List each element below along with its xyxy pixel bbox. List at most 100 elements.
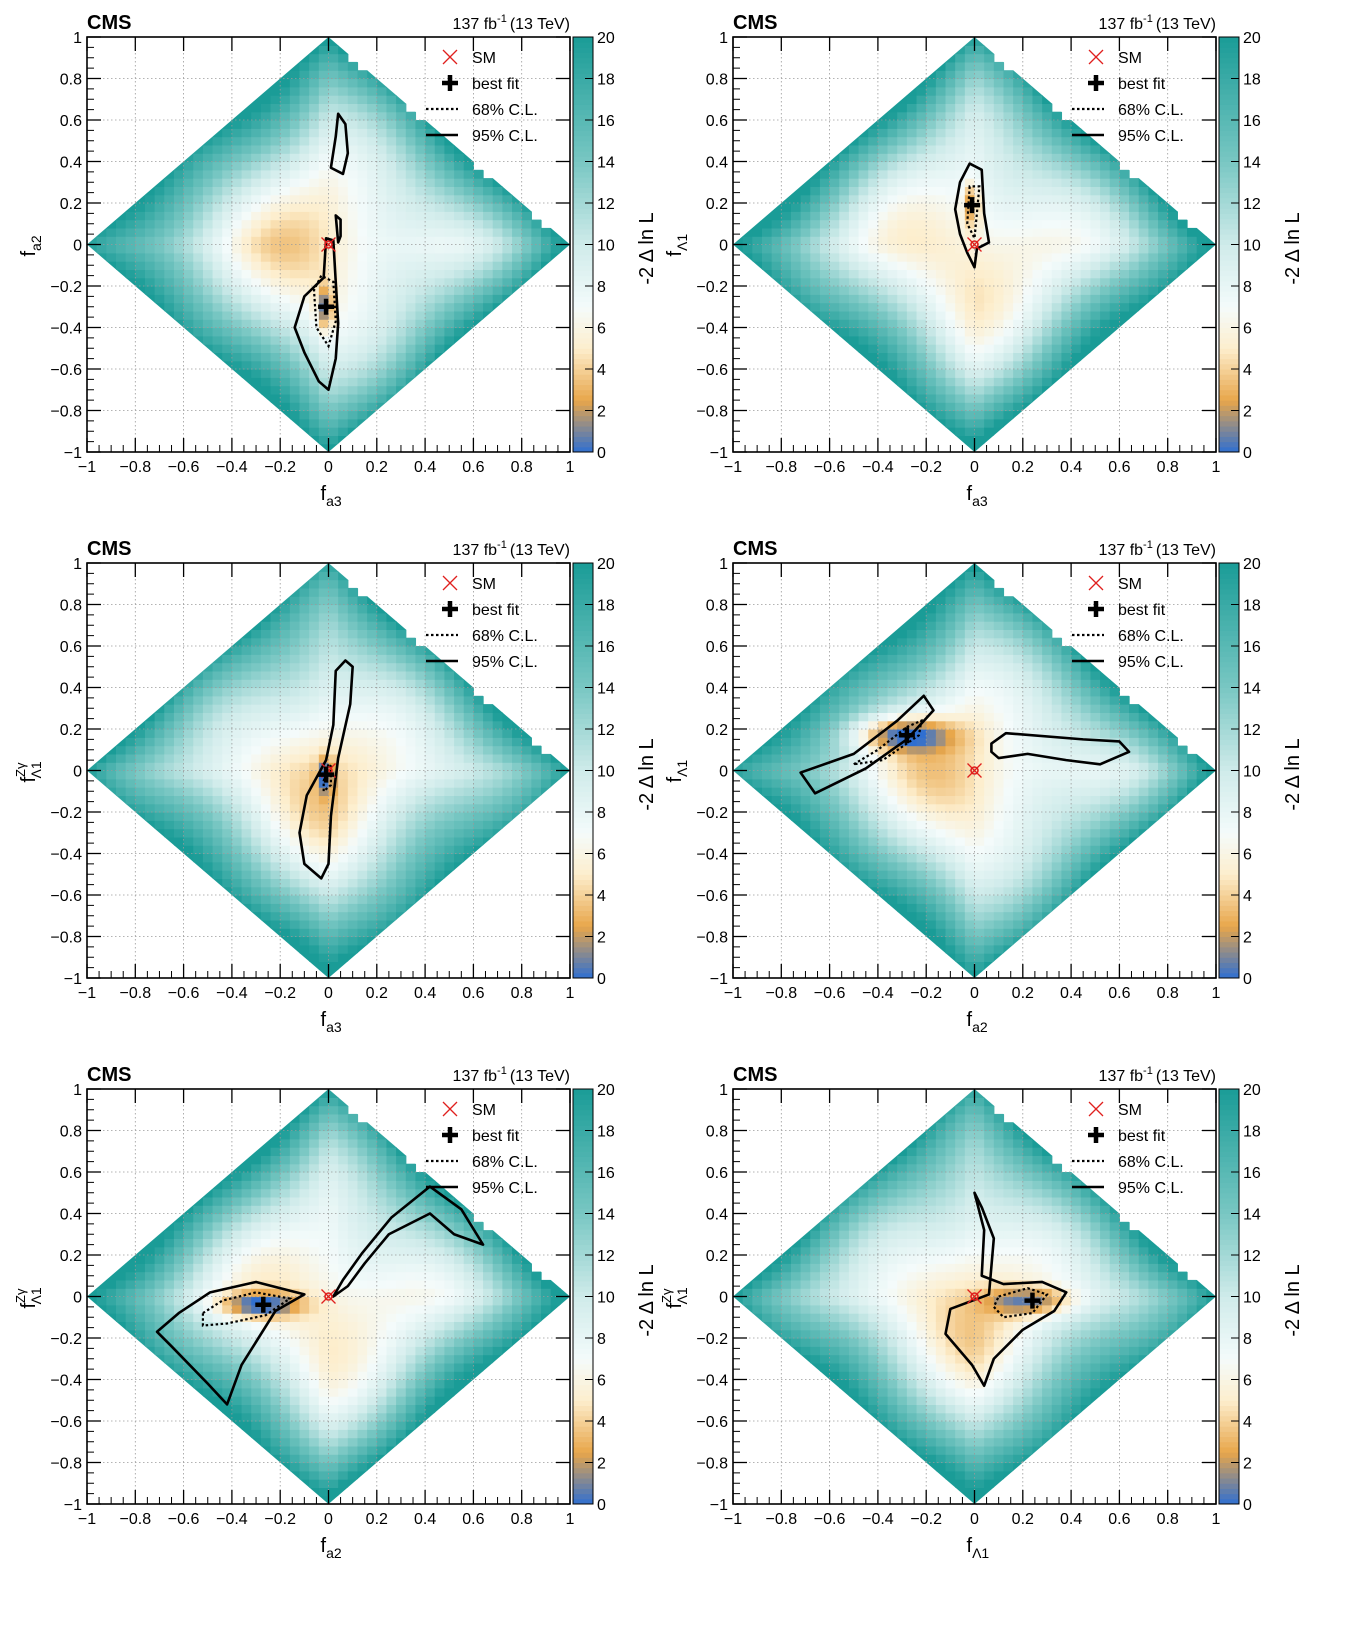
heatmap-cell — [212, 845, 223, 855]
heatmap-cell — [386, 919, 397, 929]
heatmap-cell — [396, 277, 407, 287]
heatmap-cell — [877, 853, 889, 863]
heatmap-cell — [318, 737, 330, 747]
heatmap-cell — [222, 745, 233, 755]
heatmap-cell — [993, 294, 1005, 304]
heatmap-cell — [222, 720, 233, 730]
heatmap-cell — [299, 136, 310, 146]
colorbar-segment — [573, 588, 593, 595]
heatmap-cell — [935, 161, 947, 171]
heatmap-cell — [251, 787, 262, 796]
heatmap-cell — [222, 186, 233, 196]
heatmap-cell — [376, 878, 388, 888]
heatmap-cell — [839, 236, 850, 246]
heatmap-cell — [328, 961, 339, 971]
heatmap-cell — [906, 327, 918, 337]
heatmap-cell — [173, 787, 185, 796]
heatmap-cell — [935, 211, 947, 221]
heatmap-cell — [212, 236, 223, 246]
heatmap-cell — [1129, 286, 1140, 295]
heatmap-cell — [1071, 261, 1082, 270]
heatmap-cell — [848, 787, 860, 796]
heatmap-cell — [463, 286, 474, 295]
heatmap-cell — [877, 327, 889, 337]
legend-label: 68% C.L. — [1118, 102, 1184, 119]
heatmap-cell — [839, 211, 850, 221]
heatmap-cell — [309, 729, 320, 738]
heatmap-cell — [251, 845, 262, 855]
heatmap-cell — [318, 679, 330, 689]
colorbar-segment — [1219, 73, 1239, 79]
heatmap-cell — [425, 236, 436, 246]
heatmap-cell — [1090, 294, 1101, 304]
colorbar-segment — [573, 697, 593, 704]
heatmap-cell — [347, 393, 359, 403]
legend-label: 95% C.L. — [1118, 128, 1184, 145]
heatmap-cell — [839, 770, 850, 780]
heatmap-cell — [454, 828, 465, 838]
colorbar-segment — [1219, 353, 1239, 360]
heatmap-cell — [1061, 360, 1072, 370]
x-tick-label: 0.2 — [1012, 459, 1034, 476]
heatmap-cell — [173, 737, 185, 747]
heatmap-cell — [425, 310, 436, 320]
heatmap-cell — [897, 302, 908, 312]
heatmap-cell — [270, 820, 281, 830]
heatmap-cell — [502, 720, 513, 730]
heatmap-cell — [1042, 327, 1053, 337]
x-tick-label: 1 — [1212, 459, 1221, 476]
heatmap-cell — [106, 778, 117, 788]
heatmap-cell — [270, 385, 281, 395]
colorbar-segment — [1219, 286, 1239, 292]
heatmap-cell — [829, 302, 840, 312]
heatmap-cell — [144, 211, 156, 221]
heatmap-cell — [1042, 261, 1053, 270]
heatmap-cell — [935, 402, 947, 412]
heatmap-cell — [270, 86, 281, 96]
heatmap-cell — [916, 402, 927, 412]
heatmap-cell — [1080, 169, 1092, 179]
heatmap-cell — [270, 261, 281, 270]
heatmap-cell — [819, 252, 831, 262]
heatmap-cell — [463, 704, 474, 713]
heatmap-cell — [405, 136, 417, 146]
heatmap-cell — [154, 186, 165, 196]
heatmap-cell — [1100, 178, 1111, 187]
heatmap-cell — [289, 911, 301, 921]
colorbar-tick-label: 0 — [597, 971, 606, 988]
heatmap-cell — [328, 227, 339, 237]
heatmap-cell — [347, 269, 359, 279]
heatmap-cell — [1109, 286, 1120, 295]
heatmap-cell — [492, 178, 503, 187]
heatmap-cell — [819, 720, 831, 730]
heatmap-cell — [521, 803, 532, 813]
lumi-energy: (13 TeV) — [510, 542, 570, 559]
heatmap-cell — [289, 302, 301, 312]
heatmap-cell — [483, 712, 494, 722]
x-tick-label: −0.6 — [168, 459, 200, 476]
heatmap-cell — [222, 712, 233, 722]
heatmap-cell — [386, 612, 397, 622]
heatmap-cell — [405, 828, 417, 838]
colorbar-segment — [573, 389, 593, 396]
heatmap-cell — [415, 352, 426, 362]
heatmap-cell — [434, 762, 446, 772]
heatmap-cell — [299, 286, 310, 295]
heatmap-cell — [483, 252, 494, 262]
heatmap-cell — [492, 820, 503, 830]
heatmap-cell — [318, 136, 330, 146]
heatmap-cell — [202, 277, 214, 287]
heatmap-cell — [357, 903, 368, 913]
heatmap-cell — [193, 286, 204, 295]
heatmap-cell — [492, 236, 503, 246]
heatmap-cell — [280, 261, 291, 270]
heatmap-cell — [309, 327, 320, 337]
heatmap-cell — [318, 393, 330, 403]
heatmap-cell — [289, 203, 301, 212]
heatmap-cell — [887, 111, 898, 121]
heatmap-cell — [877, 870, 889, 879]
heatmap-cell — [906, 294, 918, 304]
heatmap-cell — [328, 294, 339, 304]
colorbar-segment — [1219, 156, 1239, 162]
